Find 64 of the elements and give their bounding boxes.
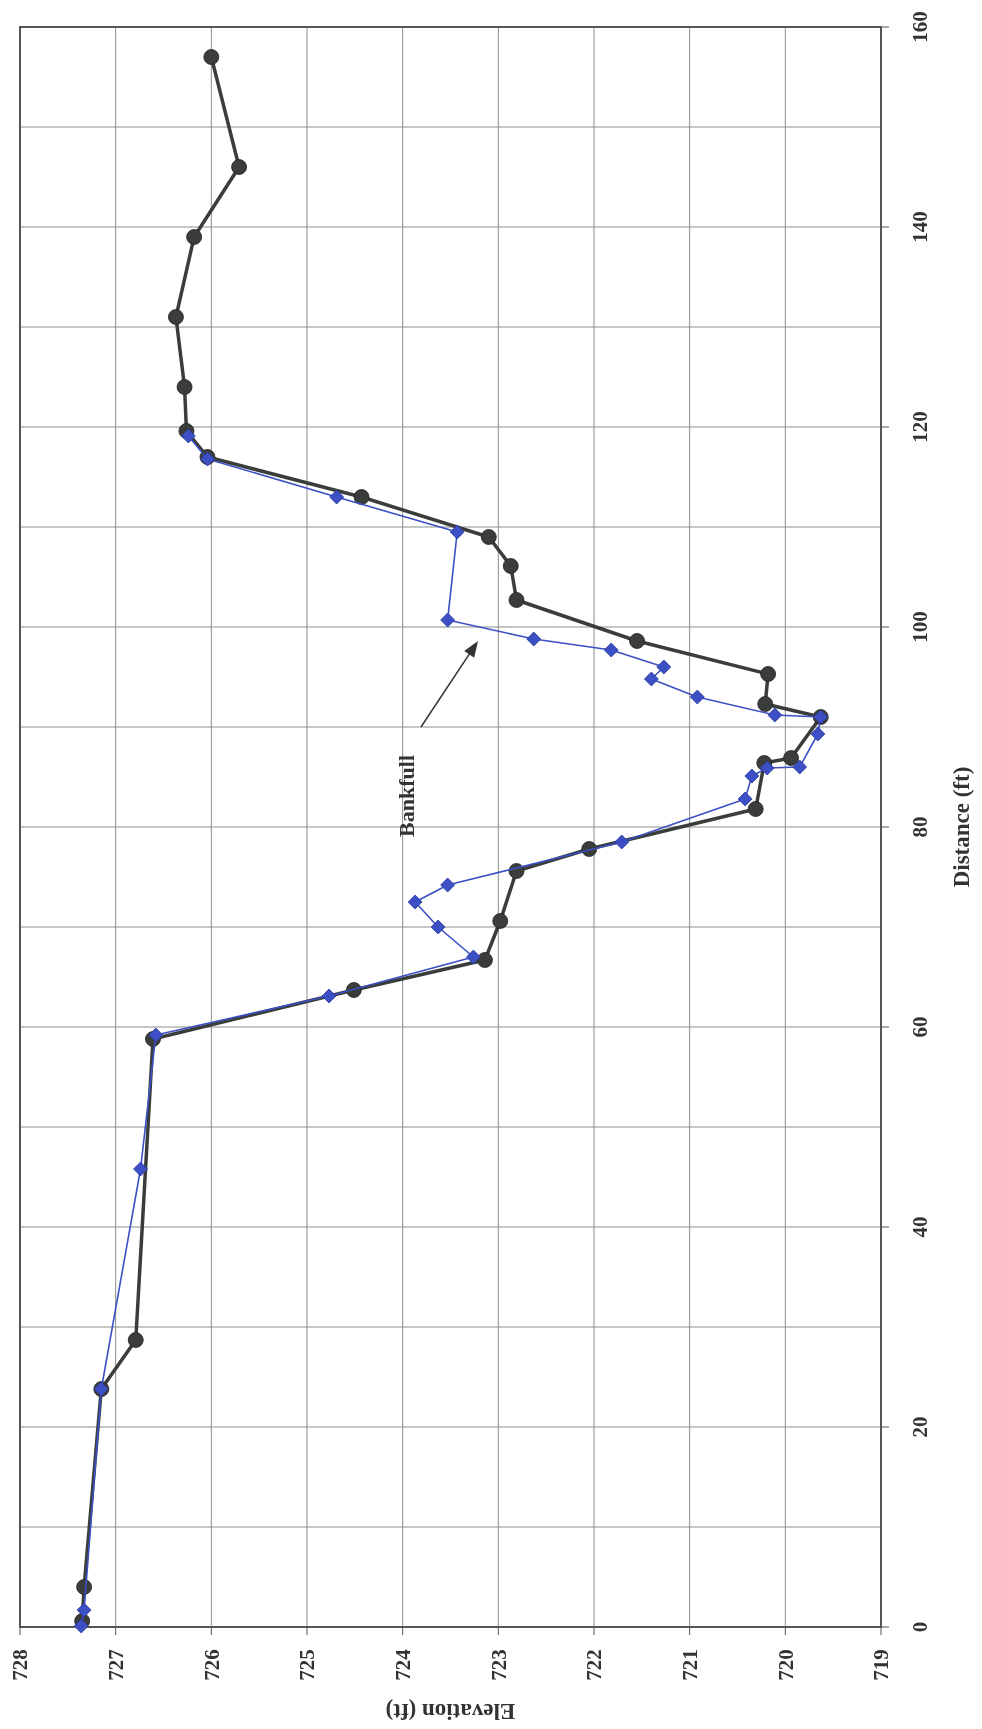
point [477,952,493,968]
point [689,689,705,705]
point [744,768,760,784]
point [656,659,672,675]
point [321,988,337,1004]
x-axis-title: Elevation (ft) [385,1698,516,1724]
point [231,159,247,175]
x-tick-label: 727 [104,1649,129,1681]
point [168,309,184,325]
point [73,1618,89,1634]
point [127,1332,144,1348]
point [810,726,826,742]
x-tick-label: 728 [8,1649,33,1681]
x-tick-label: 722 [582,1649,607,1681]
point [440,612,456,628]
point [759,760,775,776]
point [466,949,481,965]
x-tick-label: 726 [199,1649,224,1681]
point [186,229,203,245]
y-tick-label: 80 [908,816,933,838]
point [757,696,774,712]
y-tick-label: 120 [908,411,933,443]
point [480,529,497,545]
point [440,877,456,893]
y-tick-label: 160 [908,11,933,43]
point [76,1602,92,1618]
y-tick-label: 40 [908,1216,933,1238]
y-tick-label: 20 [908,1416,933,1438]
point [176,379,193,395]
point [148,1027,164,1043]
y-axis-title: Distance (ft) [949,766,975,888]
y-tick-label: 140 [908,211,933,243]
point [526,631,542,647]
point [502,558,519,574]
point [353,489,370,505]
y-tick-label: 0 [908,1621,933,1633]
point [760,666,777,682]
point [603,642,619,658]
point [783,750,799,766]
point [792,759,808,775]
point [492,913,509,929]
x-tick-label: 719 [869,1649,894,1681]
point [449,524,465,540]
y-tick-label: 100 [908,611,933,643]
point [508,592,525,608]
point [747,801,764,817]
x-tick-label: 724 [391,1648,416,1681]
y-tick-label: 60 [908,1016,933,1038]
point [737,791,753,807]
point [614,834,630,850]
x-tick-label: 720 [773,1649,798,1681]
point [407,894,423,910]
annotation: Bankfull [394,755,419,837]
point [329,489,345,505]
point [629,633,645,649]
point [644,671,659,687]
point [180,428,196,444]
point [430,919,446,935]
x-tick-label: 723 [486,1649,511,1681]
point [133,1161,148,1177]
point [203,49,220,65]
point [767,707,783,723]
x-tick-label: 721 [678,1649,703,1681]
x-tick-label: 725 [295,1649,320,1681]
